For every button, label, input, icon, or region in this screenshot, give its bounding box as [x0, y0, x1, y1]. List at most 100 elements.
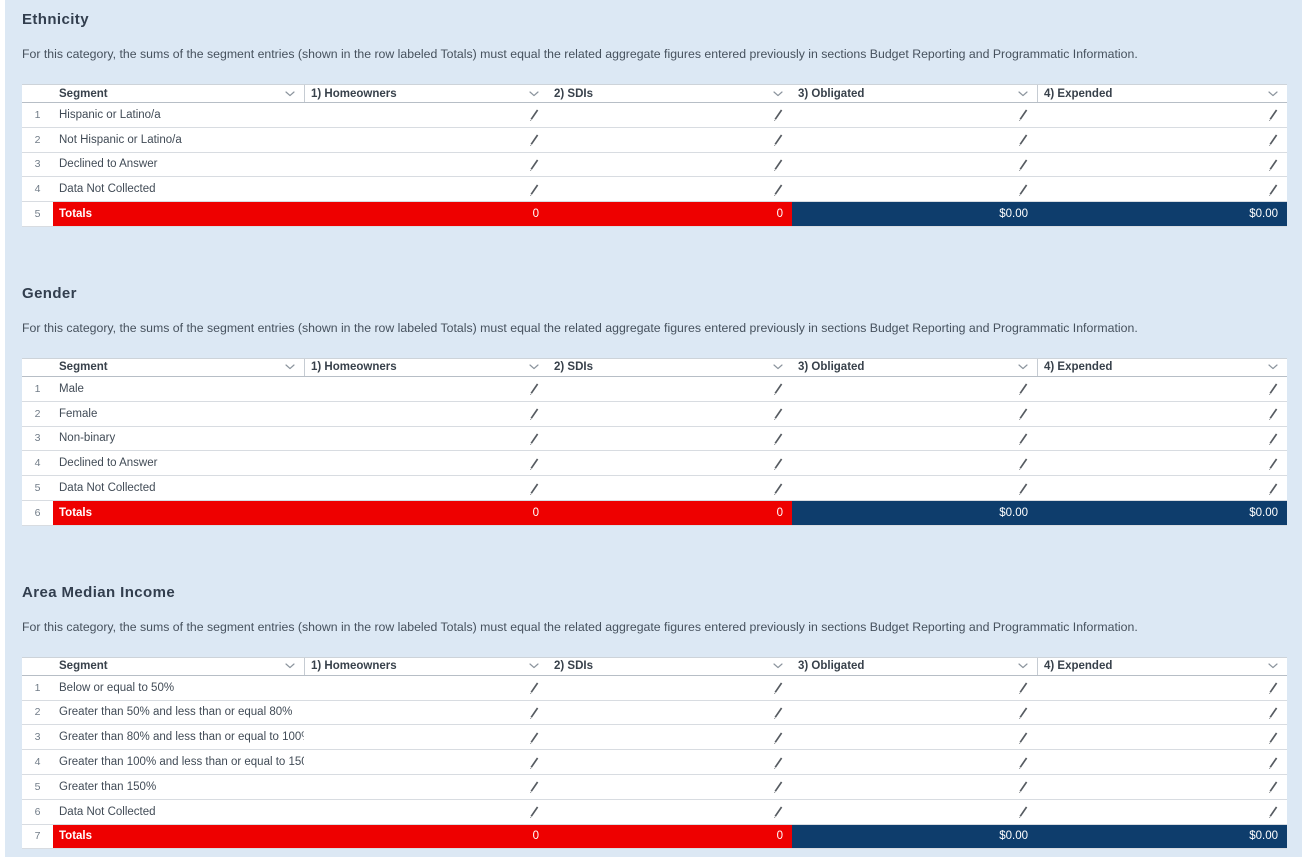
edit-pencil-icon[interactable]	[1267, 706, 1279, 719]
chevron-down-icon[interactable]	[529, 90, 539, 97]
edit-pencil-icon[interactable]	[1017, 407, 1029, 421]
chevron-down-icon[interactable]	[1018, 663, 1028, 669]
editable-cell-sdis[interactable]	[548, 775, 792, 799]
editable-cell-obligated[interactable]	[792, 128, 1037, 152]
editable-cell-expended[interactable]	[1037, 402, 1287, 426]
editable-cell-sdis[interactable]	[548, 725, 792, 749]
edit-pencil-icon[interactable]	[528, 681, 540, 695]
editable-cell-obligated[interactable]	[792, 725, 1037, 749]
column-header-segment[interactable]: Segment	[53, 85, 304, 102]
edit-pencil-icon[interactable]	[1017, 681, 1029, 695]
edit-pencil-icon[interactable]	[528, 756, 540, 769]
editable-cell-homeowners[interactable]	[304, 451, 548, 475]
edit-pencil-icon[interactable]	[1267, 756, 1279, 769]
editable-cell-sdis[interactable]	[548, 800, 792, 824]
editable-cell-sdis[interactable]	[548, 676, 792, 700]
chevron-down-icon[interactable]	[1268, 663, 1278, 669]
editable-cell-sdis[interactable]	[548, 103, 792, 127]
editable-cell-homeowners[interactable]	[304, 153, 548, 177]
editable-cell-expended[interactable]	[1037, 128, 1287, 152]
edit-pencil-icon[interactable]	[1017, 756, 1029, 769]
column-header-segment[interactable]: Segment	[53, 359, 304, 376]
editable-cell-sdis[interactable]	[548, 402, 792, 426]
editable-cell-sdis[interactable]	[548, 153, 792, 177]
editable-cell-obligated[interactable]	[792, 476, 1037, 500]
editable-cell-expended[interactable]	[1037, 725, 1287, 749]
edit-pencil-icon[interactable]	[772, 183, 784, 196]
editable-cell-expended[interactable]	[1037, 103, 1287, 127]
editable-cell-homeowners[interactable]	[304, 177, 548, 201]
editable-cell-sdis[interactable]	[548, 476, 792, 500]
chevron-down-icon[interactable]	[285, 663, 295, 669]
edit-pencil-icon[interactable]	[1017, 805, 1029, 819]
edit-pencil-icon[interactable]	[1017, 382, 1029, 396]
editable-cell-obligated[interactable]	[792, 451, 1037, 475]
edit-pencil-icon[interactable]	[1017, 133, 1029, 147]
edit-pencil-icon[interactable]	[1267, 133, 1279, 147]
edit-pencil-icon[interactable]	[528, 382, 540, 396]
editable-cell-obligated[interactable]	[792, 750, 1037, 774]
column-header-sdis[interactable]: 2) SDIs	[548, 658, 792, 675]
edit-pencil-icon[interactable]	[528, 731, 540, 744]
column-header-homeowners[interactable]: 1) Homeowners	[304, 358, 548, 376]
edit-pencil-icon[interactable]	[1267, 482, 1279, 495]
edit-pencil-icon[interactable]	[1267, 457, 1279, 470]
edit-pencil-icon[interactable]	[772, 780, 784, 794]
editable-cell-sdis[interactable]	[548, 128, 792, 152]
editable-cell-obligated[interactable]	[792, 775, 1037, 799]
edit-pencil-icon[interactable]	[772, 706, 784, 719]
chevron-down-icon[interactable]	[773, 364, 783, 370]
column-header-obligated[interactable]: 3) Obligated	[792, 359, 1037, 376]
edit-pencil-icon[interactable]	[528, 407, 540, 421]
editable-cell-obligated[interactable]	[792, 701, 1037, 725]
edit-pencil-icon[interactable]	[1267, 731, 1279, 744]
edit-pencil-icon[interactable]	[1017, 108, 1029, 122]
editable-cell-expended[interactable]	[1037, 800, 1287, 824]
editable-cell-expended[interactable]	[1037, 775, 1287, 799]
editable-cell-expended[interactable]	[1037, 177, 1287, 201]
edit-pencil-icon[interactable]	[528, 706, 540, 719]
editable-cell-expended[interactable]	[1037, 377, 1287, 401]
editable-cell-homeowners[interactable]	[304, 427, 548, 451]
editable-cell-homeowners[interactable]	[304, 128, 548, 152]
edit-pencil-icon[interactable]	[1267, 805, 1279, 819]
editable-cell-sdis[interactable]	[548, 177, 792, 201]
edit-pencil-icon[interactable]	[1017, 183, 1029, 196]
editable-cell-obligated[interactable]	[792, 103, 1037, 127]
editable-cell-obligated[interactable]	[792, 800, 1037, 824]
editable-cell-obligated[interactable]	[792, 676, 1037, 700]
edit-pencil-icon[interactable]	[772, 158, 784, 171]
edit-pencil-icon[interactable]	[1267, 780, 1279, 794]
editable-cell-sdis[interactable]	[548, 750, 792, 774]
column-header-expended[interactable]: 4) Expended	[1037, 358, 1287, 376]
edit-pencil-icon[interactable]	[772, 432, 784, 445]
edit-pencil-icon[interactable]	[1017, 706, 1029, 719]
editable-cell-expended[interactable]	[1037, 476, 1287, 500]
edit-pencil-icon[interactable]	[772, 681, 784, 695]
edit-pencil-icon[interactable]	[1267, 432, 1279, 445]
editable-cell-expended[interactable]	[1037, 676, 1287, 700]
chevron-down-icon[interactable]	[285, 364, 295, 370]
edit-pencil-icon[interactable]	[528, 183, 540, 196]
editable-cell-obligated[interactable]	[792, 153, 1037, 177]
edit-pencil-icon[interactable]	[1267, 158, 1279, 171]
editable-cell-sdis[interactable]	[548, 377, 792, 401]
column-header-segment[interactable]: Segment	[53, 658, 304, 675]
editable-cell-expended[interactable]	[1037, 701, 1287, 725]
editable-cell-homeowners[interactable]	[304, 725, 548, 749]
editable-cell-homeowners[interactable]	[304, 701, 548, 725]
edit-pencil-icon[interactable]	[528, 158, 540, 171]
column-header-sdis[interactable]: 2) SDIs	[548, 85, 792, 102]
column-header-expended[interactable]: 4) Expended	[1037, 85, 1287, 102]
edit-pencil-icon[interactable]	[772, 133, 784, 147]
edit-pencil-icon[interactable]	[528, 780, 540, 794]
column-header-homeowners[interactable]: 1) Homeowners	[304, 657, 548, 675]
edit-pencil-icon[interactable]	[772, 482, 784, 495]
editable-cell-expended[interactable]	[1037, 451, 1287, 475]
edit-pencil-icon[interactable]	[1017, 731, 1029, 744]
chevron-down-icon[interactable]	[529, 364, 539, 370]
chevron-down-icon[interactable]	[1268, 90, 1278, 97]
editable-cell-obligated[interactable]	[792, 377, 1037, 401]
column-header-homeowners[interactable]: 1) Homeowners	[304, 85, 548, 102]
editable-cell-homeowners[interactable]	[304, 676, 548, 700]
